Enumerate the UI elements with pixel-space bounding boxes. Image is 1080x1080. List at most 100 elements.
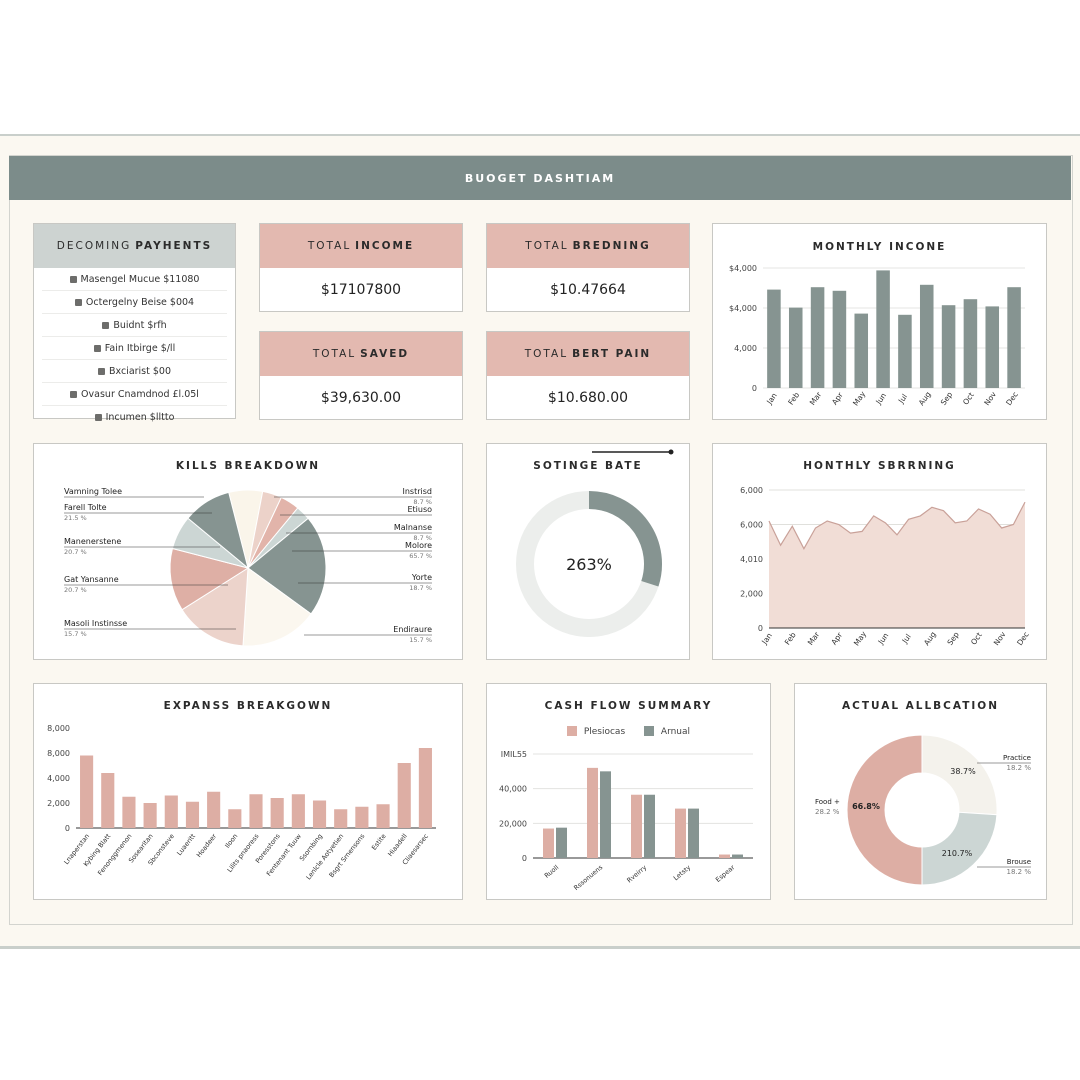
side-label-value: 28.2 % xyxy=(815,808,840,816)
total-debt-value: $10.680.00 xyxy=(547,389,629,406)
total-saved-label-light: TOTAL xyxy=(312,348,357,360)
x-tick-label: Rveirry xyxy=(625,863,648,884)
payment-row: Buidnt $rfh xyxy=(42,314,227,337)
donut-slice xyxy=(921,734,998,816)
x-tick-label: Jun xyxy=(873,391,888,407)
income-bar xyxy=(985,306,1000,388)
x-tick-label: Apr xyxy=(829,630,844,647)
expense-bar xyxy=(207,791,221,828)
bill-icon xyxy=(74,298,82,306)
donut-slice xyxy=(846,734,923,886)
actual-allocation-card: ACTUAL ALLBCATION 66.8% 38.7% 210.7% Food +… xyxy=(794,683,1047,900)
y-tick-label: 0 xyxy=(65,824,70,833)
x-tick-label: Hoadeer xyxy=(195,832,219,859)
bill-icon xyxy=(69,275,77,283)
payment-row: Fain Itbirge $/ll xyxy=(42,337,227,360)
x-tick-label: Lenlcle Aotyetien xyxy=(304,832,345,881)
side-label-name: Food + xyxy=(815,798,840,806)
donut-slice xyxy=(921,811,998,886)
side-label-value: 18.2 % xyxy=(1007,764,1032,772)
pie-label-value: 18.7 % xyxy=(409,584,432,592)
total-income-header: TOTAL INCOME xyxy=(260,224,462,268)
expense-bar xyxy=(249,794,263,828)
total-spending-card: TOTAL BREDNING $10.47664 xyxy=(486,223,690,312)
side-label-name: Brouse xyxy=(1007,858,1031,866)
x-tick-label: Sep xyxy=(945,630,961,647)
total-income-label-light: TOTAL xyxy=(307,240,352,252)
payment-label: Octergelny Beise $004 xyxy=(85,296,195,308)
payment-row: Masengel Mucue $11080 xyxy=(42,268,227,291)
monthly-spending-card: HONTHLY SBRRNING 0 2,000 4,010 6,000 6,000 Ja… xyxy=(712,443,1047,660)
y-tick-label: 2,000 xyxy=(740,590,763,599)
income-bar xyxy=(832,290,847,388)
cash-flow-bar xyxy=(719,854,730,858)
x-tick-label: Jan xyxy=(764,391,779,407)
area-line xyxy=(768,501,1026,550)
dashboard-header: BUOGET DASHTIAM xyxy=(9,156,1071,200)
expense-bar xyxy=(291,794,305,828)
total-debt-label-bold: BERT PAIN xyxy=(572,348,652,360)
pie-label-name: Gat Yansanne xyxy=(64,575,119,584)
total-debt-card: TOTAL BERT PAIN $10.680.00 xyxy=(486,331,690,420)
expense-bar xyxy=(101,773,115,828)
payment-row: Ovasur Cnamdnod £l.05l xyxy=(42,383,227,406)
x-tick-label: Jul xyxy=(896,392,909,405)
actual-allocation-title: ACTUAL ALLBCATION xyxy=(842,700,999,712)
savings-rate-chart: 263% xyxy=(516,449,674,637)
pie-label-name: Etiuso xyxy=(407,505,432,514)
income-bar xyxy=(898,314,912,388)
cash-flow-bar xyxy=(556,827,567,858)
pie-slice xyxy=(181,567,249,647)
x-tick-label: Nov xyxy=(992,630,1008,648)
upcoming-payments-card: DECOMING PAYHENTS Masengel Mucue $11080 O… xyxy=(33,223,236,423)
total-saved-value: $39,630.00 xyxy=(320,389,402,406)
slice-value-label: 210.7% xyxy=(942,849,973,858)
expense-bar xyxy=(80,755,94,828)
income-bar xyxy=(876,270,890,388)
expense-bar xyxy=(376,804,390,828)
pie-slice xyxy=(169,547,250,611)
payments-title-light: DECOMING xyxy=(56,240,132,252)
bill-icon xyxy=(93,344,101,352)
x-tick-label: Mar xyxy=(806,629,822,647)
cash-flow-bar xyxy=(600,771,611,858)
kills-breakdown-card: KILLS BREAKDOWN Vamning Tolee Farell Tolt… xyxy=(33,443,463,660)
x-tick-label: Estite xyxy=(370,832,388,851)
expense-bar xyxy=(418,748,432,828)
income-bar xyxy=(767,289,781,388)
x-tick-label: Mar xyxy=(808,389,824,407)
kills-breakdown-title: KILLS BREAKDOWN xyxy=(175,460,321,472)
cash-flow-legend: Plesiocas Arnual xyxy=(487,726,770,737)
expense-bar xyxy=(312,800,327,828)
total-income-label-bold: INCOME xyxy=(355,240,415,252)
bill-icon xyxy=(97,367,105,375)
payment-label: Fain Itbirge $/ll xyxy=(104,342,176,354)
pie-label-name: Vamning Tolee xyxy=(64,487,122,496)
x-tick-label: Dec xyxy=(1004,390,1020,407)
pie-label-value: 8.7 % xyxy=(413,534,432,542)
expense-bar xyxy=(143,803,157,828)
income-bar xyxy=(941,305,956,388)
x-tick-label: Iloon xyxy=(223,832,239,849)
savings-rate-value: 263% xyxy=(566,555,612,574)
x-tick-label: Aug xyxy=(922,630,938,647)
x-tick-label: Aug xyxy=(917,390,933,407)
expense-bar xyxy=(122,796,136,828)
income-bar xyxy=(963,299,978,388)
side-label-name: Practice xyxy=(1003,754,1031,762)
pie-label-value: 15.7 % xyxy=(409,636,432,644)
slice-value-label: 38.7% xyxy=(950,767,976,776)
indicator-dot xyxy=(668,449,674,455)
cash-flow-title: CASH FLOW SUMMARY xyxy=(544,700,713,712)
legend-item-actual: Arnual xyxy=(644,726,690,737)
x-tick-label: Jun xyxy=(876,631,891,647)
cash-flow-bar xyxy=(644,794,655,858)
monthly-income-card: MONTHLY INCONE 0 4,000 $4,000 $4,000 Jan Feb M… xyxy=(712,223,1047,420)
monthly-income-chart: 0 4,000 $4,000 $4,000 Jan Feb Mar Apr May Jun Jul A… xyxy=(729,264,1025,408)
y-tick-label: $4,000 xyxy=(729,264,757,273)
y-tick-label: 40,000 xyxy=(499,785,527,794)
income-bar xyxy=(854,313,869,388)
pie-label-name: Yorte xyxy=(411,573,432,582)
cash-flow-bar xyxy=(543,828,554,858)
